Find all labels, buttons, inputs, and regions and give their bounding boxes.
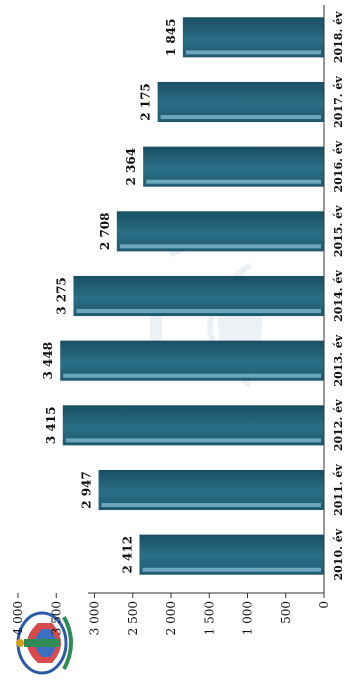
x-tick-label: 2017. év (332, 76, 345, 128)
data-label: 1 845 (164, 19, 178, 57)
bar-highlight (76, 309, 322, 314)
data-label: 2 708 (98, 213, 112, 251)
y-tick-label: 1 000 (241, 601, 255, 635)
data-label: 2 412 (120, 536, 134, 574)
bar-highlight (65, 438, 321, 443)
bar-highlight (146, 179, 321, 184)
y-tick-label: 2 500 (126, 601, 140, 635)
bar-highlight (185, 50, 321, 55)
data-label: 2 175 (139, 83, 153, 121)
bar (157, 81, 324, 123)
x-axis: 2010. év 2011. év 2012. év 2013. év 2014. év… (323, 5, 345, 593)
data-label: 3 275 (54, 277, 68, 315)
bars: 2 412 2 947 3 415 3 448 3 275 2 708 2 364 2 175… (41, 17, 325, 575)
y-tick-label: 2 000 (164, 601, 178, 635)
bar-highlight (119, 244, 321, 249)
x-tick-label: 2013. év (332, 334, 345, 386)
bar (60, 340, 325, 381)
y-tick-label: 4 000 (11, 601, 25, 635)
data-label: 3 448 (41, 342, 55, 380)
data-label: 3 415 (44, 407, 58, 445)
x-tick-label: 2010. év (332, 528, 345, 580)
bar (182, 17, 324, 58)
bar (98, 469, 324, 511)
y-tick-label: 500 (279, 601, 293, 624)
y-tick-label: 3 000 (88, 601, 102, 635)
bar-highlight (101, 503, 321, 508)
bar-highlight (160, 115, 321, 120)
bar (73, 275, 325, 317)
x-tick-label: 2016. év (332, 140, 345, 192)
bar-highlight (142, 567, 321, 572)
x-tick-label: 2012. év (332, 399, 345, 451)
bar (116, 211, 324, 252)
bar-highlight (63, 373, 322, 378)
police-crest-icon (16, 611, 73, 675)
y-tick-label: 3 500 (49, 601, 63, 635)
x-tick-label: 2014. év (332, 270, 345, 322)
data-label: 2 947 (80, 471, 94, 509)
bar (143, 146, 324, 187)
bar (139, 534, 324, 575)
y-tick-label: 1 500 (202, 601, 216, 635)
x-tick-label: 2018. év (332, 11, 345, 63)
bar (62, 405, 324, 446)
y-tick-label: 0 (317, 601, 331, 609)
x-tick-label: 2011. év (332, 464, 345, 516)
x-tick-label: 2015. év (332, 205, 345, 257)
data-label: 2 364 (124, 148, 138, 186)
y-axis: 0 500 1 000 1 500 2 000 2 500 3 000 3 500 4 000 (11, 592, 331, 635)
